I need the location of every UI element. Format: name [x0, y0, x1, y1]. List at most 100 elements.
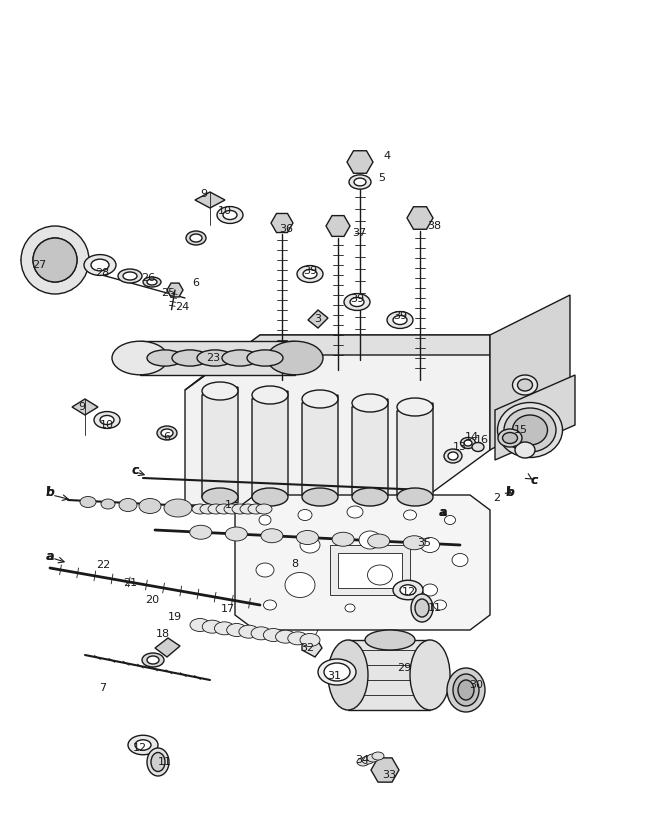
Ellipse shape	[368, 534, 390, 548]
Polygon shape	[490, 295, 570, 450]
Ellipse shape	[448, 452, 458, 460]
Text: 38: 38	[427, 221, 441, 231]
Ellipse shape	[190, 234, 202, 242]
Ellipse shape	[403, 536, 425, 550]
Text: c: c	[132, 463, 138, 477]
Text: 10: 10	[218, 206, 232, 216]
Ellipse shape	[217, 206, 243, 224]
Circle shape	[33, 238, 77, 282]
Text: 15: 15	[514, 425, 528, 435]
Ellipse shape	[263, 600, 276, 610]
Ellipse shape	[453, 674, 479, 706]
Ellipse shape	[345, 604, 355, 612]
Ellipse shape	[208, 504, 224, 514]
Ellipse shape	[350, 298, 364, 306]
Ellipse shape	[91, 259, 109, 271]
Ellipse shape	[461, 438, 476, 448]
Text: 26: 26	[141, 273, 155, 283]
Text: b: b	[45, 487, 55, 499]
Ellipse shape	[192, 504, 208, 514]
Ellipse shape	[190, 525, 212, 539]
Ellipse shape	[172, 350, 208, 366]
Text: 39: 39	[303, 266, 317, 276]
Text: 11: 11	[158, 757, 172, 767]
Ellipse shape	[300, 537, 320, 553]
Text: 12: 12	[133, 743, 147, 753]
Text: 23: 23	[206, 353, 220, 363]
Text: 32: 32	[300, 643, 314, 653]
Ellipse shape	[101, 499, 115, 509]
Text: 18: 18	[156, 629, 170, 639]
Polygon shape	[185, 335, 490, 505]
Text: a: a	[439, 507, 447, 519]
Polygon shape	[140, 341, 295, 374]
Ellipse shape	[135, 740, 151, 750]
Ellipse shape	[318, 659, 356, 685]
Ellipse shape	[147, 656, 159, 664]
Ellipse shape	[400, 585, 416, 595]
Ellipse shape	[285, 572, 315, 597]
Text: b: b	[506, 486, 514, 498]
Polygon shape	[495, 375, 575, 460]
Ellipse shape	[349, 175, 371, 189]
Ellipse shape	[288, 631, 308, 645]
Ellipse shape	[216, 504, 232, 514]
Polygon shape	[352, 399, 388, 503]
Ellipse shape	[298, 509, 312, 521]
Polygon shape	[302, 636, 322, 657]
Ellipse shape	[128, 735, 158, 755]
Ellipse shape	[513, 375, 538, 395]
Text: 6: 6	[193, 278, 199, 288]
Ellipse shape	[422, 584, 438, 596]
Text: 16: 16	[475, 435, 489, 445]
Ellipse shape	[232, 504, 248, 514]
Ellipse shape	[302, 488, 338, 506]
Ellipse shape	[503, 433, 517, 443]
Ellipse shape	[251, 626, 271, 640]
Ellipse shape	[118, 269, 142, 283]
Text: 39: 39	[393, 311, 407, 321]
Ellipse shape	[302, 390, 338, 408]
Text: 12: 12	[402, 587, 416, 597]
Ellipse shape	[94, 412, 120, 428]
Text: 11: 11	[428, 603, 442, 613]
Ellipse shape	[344, 294, 370, 310]
Text: 27: 27	[32, 260, 46, 270]
Ellipse shape	[256, 563, 274, 577]
Text: 30: 30	[469, 680, 483, 690]
Ellipse shape	[397, 398, 433, 416]
Polygon shape	[347, 151, 373, 173]
Polygon shape	[235, 495, 490, 630]
Text: 37: 37	[352, 228, 366, 238]
Text: 19: 19	[168, 612, 182, 622]
Polygon shape	[371, 758, 399, 782]
Ellipse shape	[143, 277, 161, 287]
Text: 35: 35	[417, 538, 431, 548]
Text: 39: 39	[350, 294, 364, 304]
Ellipse shape	[202, 620, 222, 633]
Ellipse shape	[372, 752, 384, 760]
Text: 28: 28	[95, 268, 109, 278]
Text: 9: 9	[78, 402, 86, 412]
Ellipse shape	[347, 506, 363, 518]
Ellipse shape	[256, 504, 272, 514]
Ellipse shape	[202, 382, 238, 400]
Ellipse shape	[200, 504, 216, 514]
Ellipse shape	[397, 488, 433, 506]
Text: 29: 29	[397, 663, 411, 673]
Ellipse shape	[393, 580, 423, 600]
Ellipse shape	[452, 553, 468, 567]
Ellipse shape	[147, 350, 183, 366]
Polygon shape	[202, 387, 238, 503]
Text: a: a	[439, 507, 447, 519]
Ellipse shape	[393, 315, 407, 324]
Ellipse shape	[267, 341, 323, 374]
Text: 4: 4	[384, 151, 391, 161]
Ellipse shape	[151, 752, 165, 771]
Text: 34: 34	[355, 755, 369, 765]
Ellipse shape	[328, 640, 368, 710]
Ellipse shape	[259, 515, 271, 525]
Polygon shape	[302, 395, 338, 503]
Ellipse shape	[247, 350, 283, 366]
Ellipse shape	[415, 599, 429, 617]
